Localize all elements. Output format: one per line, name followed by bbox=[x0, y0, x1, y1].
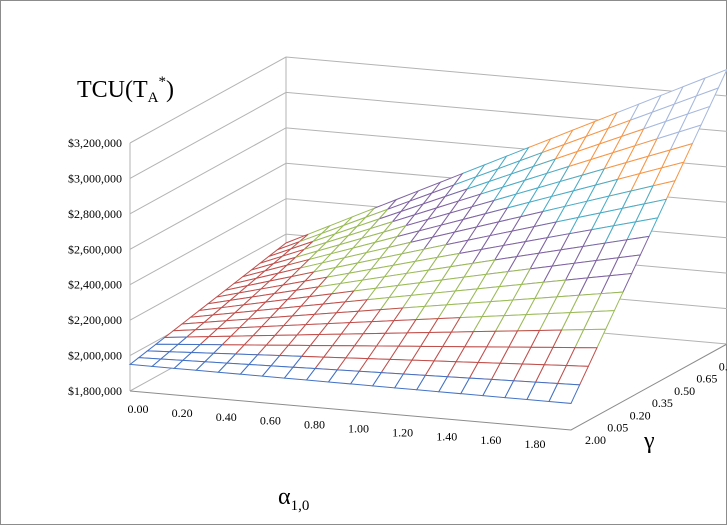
y-tick-label: 0.20 bbox=[630, 408, 651, 422]
z-tick-label: $2,200,000 bbox=[68, 313, 122, 327]
y-axis-tick-labels: 2.000.050.200.350.500.650.800.95 bbox=[585, 359, 727, 447]
z-tick-label: $3,000,000 bbox=[68, 171, 122, 185]
x-tick-label: 1.60 bbox=[480, 433, 501, 447]
x-tick-label: 0.60 bbox=[260, 414, 281, 428]
x-axis-title: α1,0 bbox=[278, 484, 309, 514]
x-tick-label: 0.20 bbox=[172, 406, 193, 420]
z-tick-label: $2,800,000 bbox=[68, 207, 122, 221]
x-axis-tick-labels: 0.00 0.20 0.40 0.60 0.80 1.00 1.20 1.40 1.60 1.80 bbox=[128, 402, 546, 451]
y-tick-label: 0.50 bbox=[674, 384, 695, 398]
z-tick-label: $3,200,000 bbox=[68, 136, 122, 150]
z-axis-title: TCU(TA*) bbox=[77, 74, 174, 106]
z-tick-label: $2,400,000 bbox=[68, 278, 122, 292]
y-tick-label: 0.80 bbox=[719, 359, 727, 373]
x-tick-label: 1.20 bbox=[392, 425, 413, 439]
x-tick-label: 1.00 bbox=[348, 421, 369, 435]
x-tick-label: 0.00 bbox=[128, 402, 149, 416]
y-tick-label: 0.05 bbox=[607, 421, 628, 435]
floor-edge bbox=[129, 343, 727, 431]
x-tick-label: 0.40 bbox=[216, 410, 237, 424]
y-tick-label: 2.00 bbox=[585, 433, 606, 447]
x-tick-label: 0.80 bbox=[304, 418, 325, 432]
y-axis-title: γ bbox=[643, 428, 655, 454]
y-tick-label: 0.65 bbox=[696, 372, 717, 386]
z-tick-label: $1,800,000 bbox=[68, 384, 122, 398]
z-axis-tick-labels: $1,800,000 $2,000,000 $2,200,000 $2,400,000… bbox=[68, 136, 122, 398]
z-tick-label: $2,600,000 bbox=[68, 242, 122, 256]
surface-plot bbox=[128, 68, 727, 404]
y-tick-label: 0.35 bbox=[652, 396, 673, 410]
surface-cell bbox=[128, 357, 162, 367]
z-tick-label: $2,000,000 bbox=[68, 349, 122, 363]
x-tick-label: 1.80 bbox=[524, 437, 545, 451]
x-tick-label: 1.40 bbox=[436, 429, 457, 443]
